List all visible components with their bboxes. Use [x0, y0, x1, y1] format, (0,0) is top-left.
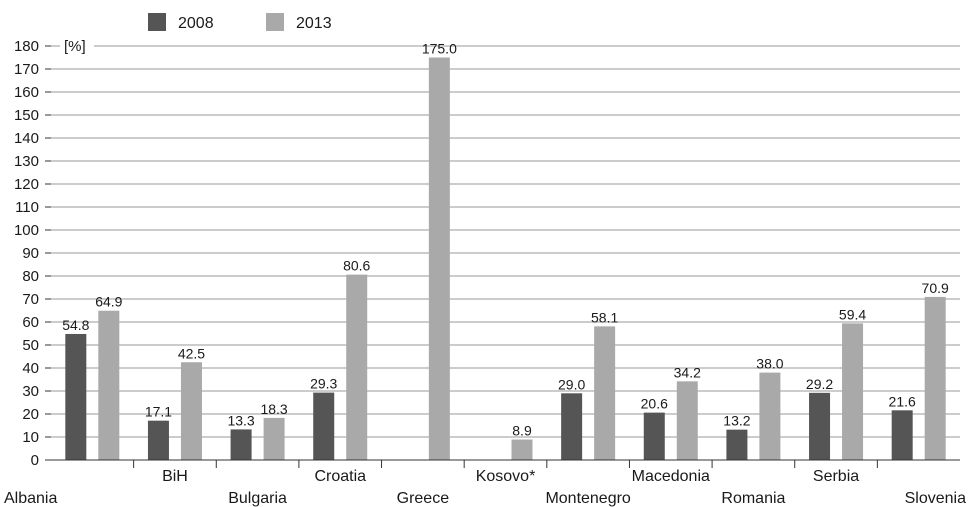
- data-label: 18.3: [260, 401, 287, 417]
- y-tick-label: 0: [31, 452, 39, 469]
- category-label: Macedonia: [632, 468, 710, 485]
- bar-2013-bulgaria: [263, 417, 285, 460]
- data-label: 21.6: [889, 393, 916, 409]
- bar-2013-albania: [98, 310, 120, 460]
- data-label: 70.9: [922, 280, 949, 296]
- bar-2013-montenegro: [594, 326, 616, 460]
- category-label: Montenegro: [545, 490, 630, 507]
- y-tick-label: 60: [22, 314, 39, 331]
- data-label: 58.1: [591, 309, 618, 325]
- legend-label-2008: 2008: [178, 15, 214, 32]
- bar-2008-albania: [65, 333, 87, 460]
- y-tick-label: 160: [14, 84, 39, 101]
- y-tick-label: 130: [14, 153, 39, 170]
- y-axis-unit-label: [%]: [64, 38, 86, 55]
- category-labels: Albania BiH Bulgaria Croatia Greece Kosovo* Mo…: [4, 468, 966, 507]
- y-tick-label: 150: [14, 107, 39, 124]
- bar-2008-bulgaria: [230, 429, 252, 460]
- category-label: Greece: [397, 490, 450, 507]
- data-label: 17.1: [145, 404, 172, 420]
- y-tick-label: 110: [15, 199, 39, 216]
- data-label: 29.2: [806, 376, 833, 392]
- bar-2008-serbia: [809, 392, 831, 460]
- bar-2008-montenegro: [561, 393, 583, 460]
- data-label: 59.4: [839, 306, 866, 322]
- y-tick-label: 50: [22, 337, 39, 354]
- y-tick-label: 140: [14, 130, 39, 147]
- y-tick-label: 30: [22, 383, 39, 400]
- category-label: Slovenia: [905, 490, 966, 507]
- y-tick-label: 90: [22, 245, 39, 262]
- category-label: Serbia: [813, 468, 859, 485]
- y-axis-ticks: 0 10 20 30 40 50 60 70 80 90 100 110 120 130 140 150 160…: [14, 38, 51, 469]
- y-tick-label: 40: [22, 360, 39, 377]
- bar-2008-romania: [726, 429, 748, 460]
- category-label: Croatia: [314, 468, 366, 485]
- data-label: 42.5: [178, 345, 205, 361]
- y-tick-label: 120: [14, 176, 39, 193]
- data-label: 13.2: [723, 413, 750, 429]
- bar-2008-slovenia: [891, 410, 913, 460]
- data-label: 64.9: [95, 294, 122, 310]
- y-tick-label: 100: [14, 222, 39, 239]
- data-label: 13.3: [227, 412, 254, 428]
- y-tick-label: 70: [22, 291, 39, 308]
- bar-2013-greece: [428, 57, 450, 460]
- data-label: 29.3: [310, 376, 337, 392]
- category-label: Romania: [721, 490, 785, 507]
- legend-swatch-2013: [266, 13, 284, 31]
- bar-2013-slovenia: [924, 296, 946, 460]
- data-labels: 54.8 64.9 17.1 42.5 13.3 18.3 29.3 80.6 175.0 8.9…: [62, 41, 949, 439]
- category-label: BiH: [162, 468, 188, 485]
- data-label: 80.6: [343, 258, 370, 274]
- bar-2013-serbia: [842, 323, 864, 460]
- y-tick-label: 10: [22, 429, 39, 446]
- bar-2013-croatia: [346, 274, 368, 460]
- legend: 2008 2013: [148, 13, 332, 32]
- category-label: Bulgaria: [228, 490, 287, 507]
- category-label: Albania: [4, 490, 57, 507]
- gridlines: [51, 45, 960, 438]
- x-axis-ticks: [133, 460, 878, 468]
- legend-label-2013: 2013: [296, 15, 332, 32]
- bar-2013-macedonia: [676, 381, 698, 460]
- bar-2008-bih: [147, 420, 169, 460]
- bars: [65, 57, 946, 460]
- legend-swatch-2008: [148, 13, 166, 31]
- bar-2008-macedonia: [643, 412, 665, 460]
- bar-2013-romania: [759, 372, 781, 460]
- bar-2013-kosovo: [511, 439, 533, 460]
- y-tick-label: 20: [22, 406, 39, 423]
- data-label: 38.0: [756, 356, 783, 372]
- data-label: 29.0: [558, 376, 585, 392]
- data-label: 34.2: [674, 364, 701, 380]
- y-tick-label: 170: [14, 61, 39, 78]
- data-label: 54.8: [62, 317, 89, 333]
- unit-label-background: [60, 37, 94, 55]
- data-label: 8.9: [512, 423, 532, 439]
- category-label: Kosovo*: [476, 468, 536, 485]
- bar-2013-bih: [180, 362, 202, 460]
- bar-2008-croatia: [313, 392, 335, 460]
- data-label: 175.0: [422, 41, 457, 57]
- y-tick-label: 80: [22, 268, 39, 285]
- data-label: 20.6: [641, 396, 668, 412]
- y-tick-label: 180: [14, 38, 39, 55]
